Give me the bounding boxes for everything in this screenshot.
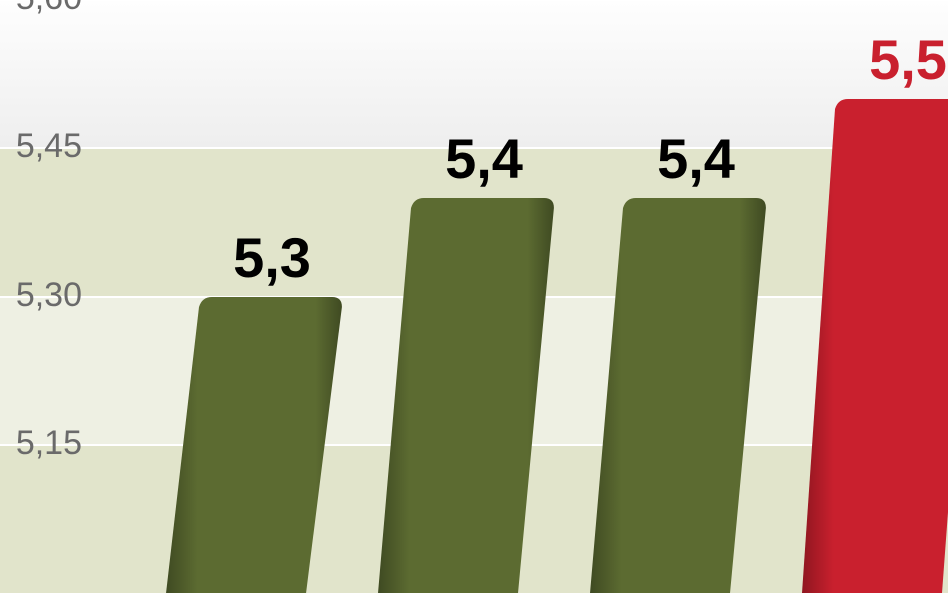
bar [802,99,948,593]
bar-value-label: 5,5 [818,27,948,92]
y-axis-label: 5,30 [0,276,82,315]
gridline [0,0,948,1]
bar-value-label: 5,4 [394,126,574,191]
y-axis-label: 5,45 [0,127,82,166]
bar [166,297,342,593]
bar [378,198,554,593]
y-axis-label: 5,15 [0,424,82,463]
bar [590,198,766,593]
bar-chart: 5,60 5,45 5,30 5,15 5,3 5,4 5,4 5,5 [0,0,948,593]
bar-value-label: 5,3 [182,225,362,290]
y-axis-label: 5,60 [0,0,82,18]
bar-value-label: 5,4 [606,126,786,191]
